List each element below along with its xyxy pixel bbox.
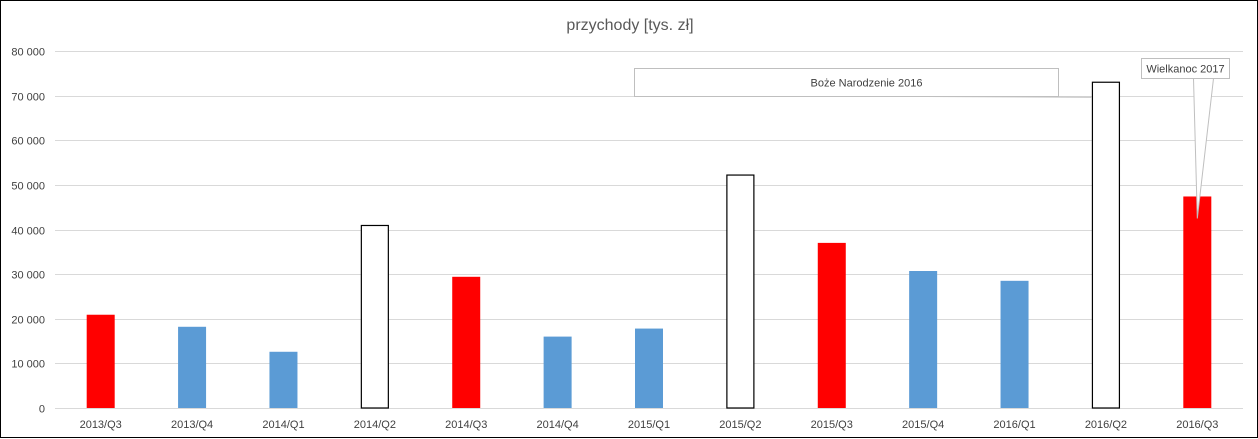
gridlines [55,51,1243,409]
y-tick-label: 40 000 [11,226,45,238]
y-tick-label: 80 000 [11,47,45,59]
bar-2014-q2 [360,224,389,409]
x-tick-label: 2014/Q3 [445,419,487,431]
annotation-christmas: Boże Narodzenie 2016 [811,78,923,90]
x-tick-label: 2014/Q4 [537,419,579,431]
x-tick-label: 2013/Q3 [80,419,122,431]
bar-2013-q3 [86,314,115,408]
x-tick-label: 2016/Q3 [1176,419,1218,431]
y-tick-label: 70 000 [11,92,45,104]
x-axis-ticks: 2013/Q3 2013/Q4 2014/Q1 2014/Q2 2014/Q3 2014/… [80,419,1219,431]
annotation-easter: Wielkanoc 2017 [1146,64,1224,76]
x-tick-label: 2015/Q2 [719,419,761,431]
x-tick-label: 2014/Q2 [354,419,396,431]
bar-2015-q2 [726,174,755,409]
y-tick-label: 10 000 [11,359,45,371]
y-tick-label: 0 [39,404,45,416]
chart-title: przychody [tys. zł] [566,17,693,34]
x-tick-label: 2015/Q4 [902,419,944,431]
callout-box [634,68,1059,97]
bar-2016-q3 [1183,196,1212,408]
annotations: Boże Narodzenie 2016 Wielkanoc 2017 [634,58,1230,219]
bar-2013-q4 [178,326,207,408]
x-tick-label: 2013/Q4 [171,419,213,431]
x-tick-label: 2014/Q1 [262,419,304,431]
bar-2014-q4 [543,336,572,408]
bar-2016-q1 [1000,280,1029,408]
x-tick-label: 2015/Q3 [811,419,853,431]
x-tick-label: 2016/Q2 [1085,419,1127,431]
bar-2014-q1 [269,351,298,408]
bar-2015-q3 [817,242,846,408]
y-tick-label: 60 000 [11,136,45,148]
x-tick-label: 2015/Q1 [628,419,670,431]
callout-box [1141,58,1230,79]
y-axis-ticks: 0 10 000 20 000 30 000 40 000 50 000 60 000 70 … [11,47,45,416]
x-tick-label: 2016/Q1 [993,419,1035,431]
bar-2015-q1 [635,328,663,408]
bar-2014-q3 [452,276,481,408]
y-tick-label: 50 000 [11,181,45,193]
y-tick-label: 30 000 [11,270,45,282]
bar-2016-q2 [1091,81,1121,409]
bars [86,81,1212,409]
bar-2015-q4 [909,271,938,408]
y-tick-label: 20 000 [11,315,45,327]
